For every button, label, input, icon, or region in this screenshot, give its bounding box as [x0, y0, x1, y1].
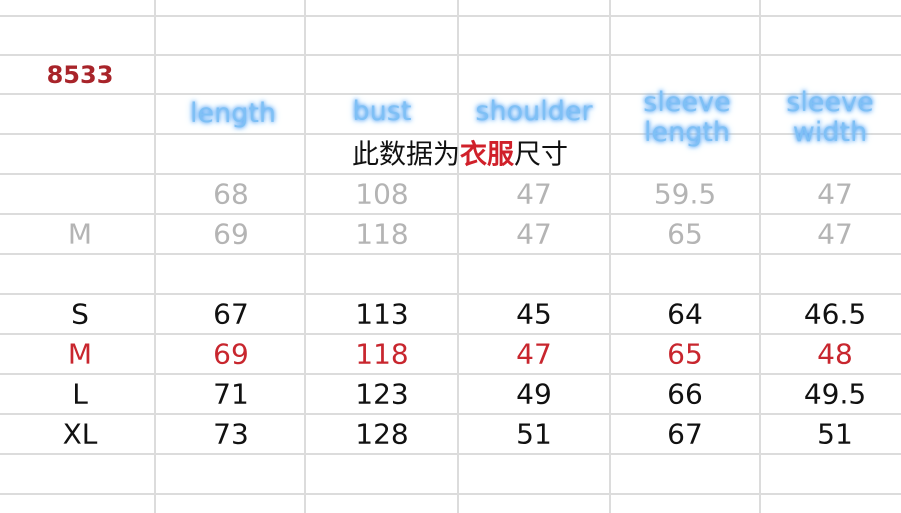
grid-line: [609, 0, 611, 513]
note-text: 尺寸: [514, 139, 568, 171]
grid-line: [0, 15, 901, 17]
measurement-cell: 123: [355, 377, 409, 411]
reference-value-cell: 47: [817, 177, 853, 211]
size-note: 此数据为衣服尺寸: [352, 133, 568, 172]
measurement-cell: 71: [213, 377, 249, 411]
reference-value-cell: 59.5: [653, 177, 717, 211]
reference-value-cell: 47: [817, 217, 853, 251]
measurement-cell: 51: [516, 417, 552, 451]
header-sleeve-width: sleeve width: [786, 87, 874, 148]
header-shoulder: shoulder: [475, 96, 593, 127]
measurement-cell: 64: [667, 297, 703, 331]
reference-value-cell: 47: [516, 217, 552, 251]
grid-line: [0, 173, 901, 175]
measurement-cell: 47: [516, 337, 552, 371]
grid-line: [304, 0, 306, 513]
header-length: length: [189, 98, 277, 129]
grid-line: [0, 54, 901, 56]
measurement-cell: 46.5: [803, 297, 867, 331]
measurement-cell: 66: [667, 377, 703, 411]
grid-line: [0, 293, 901, 295]
grid-line: [0, 93, 901, 95]
measurement-cell: 73: [213, 417, 249, 451]
reference-size-cell: M: [67, 217, 93, 251]
measurement-cell: 49: [516, 377, 552, 411]
grid-line: [0, 453, 901, 455]
grid-line: [154, 0, 156, 513]
measurement-cell: 69: [213, 337, 249, 371]
note-text: 此数据为: [352, 139, 460, 171]
size-cell: XL: [62, 417, 98, 451]
reference-value-cell: 65: [667, 217, 703, 251]
measurement-cell: 65: [667, 337, 703, 371]
measurement-cell: 51: [817, 417, 853, 451]
measurement-cell: 67: [667, 417, 703, 451]
measurement-cell: 48: [817, 337, 853, 371]
size-cell: M: [67, 337, 93, 371]
grid-line: [0, 373, 901, 375]
reference-value-cell: 68: [213, 177, 249, 211]
reference-value-cell: 69: [213, 217, 249, 251]
header-sleeve-length: sleeve length: [643, 87, 731, 148]
reference-value-cell: 118: [355, 217, 409, 251]
grid-line: [759, 0, 761, 513]
measurement-cell: 45: [516, 297, 552, 331]
grid-line: [0, 253, 901, 255]
grid-line: [0, 413, 901, 415]
header-bust: bust: [352, 96, 412, 127]
measurement-cell: 128: [355, 417, 409, 451]
grid-line: [0, 493, 901, 495]
grid-line: [0, 333, 901, 335]
size-cell: L: [72, 377, 88, 411]
grid-line: [0, 133, 901, 135]
measurement-cell: 67: [213, 297, 249, 331]
note-highlight: 衣服: [460, 139, 514, 171]
measurement-cell: 113: [355, 297, 409, 331]
reference-value-cell: 108: [355, 177, 409, 211]
grid-line: [0, 213, 901, 215]
product-code: 8533: [46, 61, 114, 89]
reference-value-cell: 47: [516, 177, 552, 211]
grid-line: [457, 0, 459, 513]
measurement-cell: 49.5: [803, 377, 867, 411]
size-cell: S: [71, 297, 89, 331]
measurement-cell: 118: [355, 337, 409, 371]
